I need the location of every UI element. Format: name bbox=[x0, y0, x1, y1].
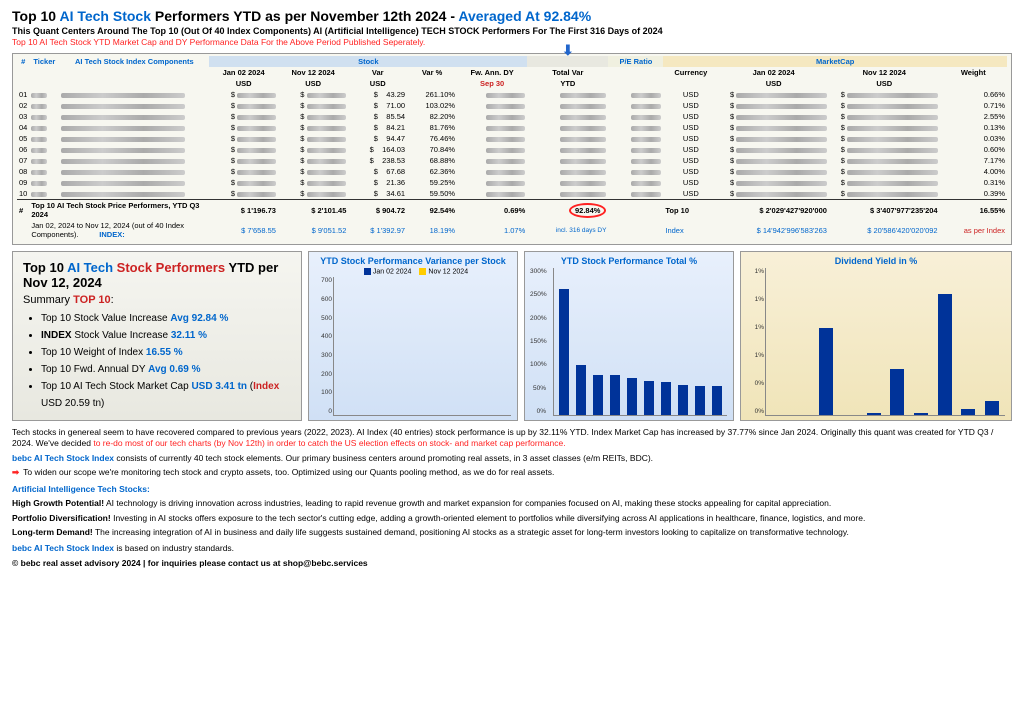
table-row: 02$ $ $ 71.00103.02%USD$ $ 0.71% bbox=[17, 100, 1007, 111]
page-subtitle: This Quant Centers Around The Top 10 (Ou… bbox=[12, 26, 1012, 36]
chart-variance: YTD Stock Performance Variance per Stock… bbox=[308, 251, 518, 421]
table-row: 03$ $ $ 85.5482.20%USD$ $ 2.55% bbox=[17, 111, 1007, 122]
chart-variance-title: YTD Stock Performance Variance per Stock bbox=[315, 256, 511, 266]
table-row: 05$ $ $ 94.4776.46%USD$ $ 0.03% bbox=[17, 133, 1007, 144]
mid-panel-row: Top 10 AI Tech Stock Performers YTD per … bbox=[12, 251, 1012, 421]
red-arrow-icon: ➡ bbox=[12, 467, 19, 478]
table-row: 06$ $ $ 164.0370.84%USD$ $ 0.60% bbox=[17, 144, 1007, 155]
page-title: Top 10 AI Tech Stock Performers YTD as p… bbox=[12, 8, 1012, 24]
summary-item: Top 10 Weight of Index 16.55 % bbox=[41, 344, 291, 361]
summary-item: Top 10 Stock Value Increase Avg 92.84 % bbox=[41, 310, 291, 327]
summary-item: Top 10 Fwd. Annual DY Avg 0.69 % bbox=[41, 361, 291, 378]
chart-dividend-yield: Dividend Yield in % 1%1%1%1%0%0% bbox=[740, 251, 1012, 421]
table-row: 01$ $ $ 43.29261.10%USD$ $ 0.66% bbox=[17, 89, 1007, 100]
page-subtitle-note: Top 10 AI Tech Stock YTD Market Cap and … bbox=[12, 37, 1012, 47]
table-row: 08$ $ $ 67.6862.36%USD$ $ 4.00% bbox=[17, 166, 1007, 177]
data-table-wrap: # Ticker AI Tech Stock Index Components … bbox=[12, 53, 1012, 245]
chart-total-pct-title: YTD Stock Performance Total % bbox=[531, 256, 727, 266]
table-row: 10$ $ $ 34.6159.50%USD$ $ 0.39% bbox=[17, 188, 1007, 200]
chart-dy-title: Dividend Yield in % bbox=[747, 256, 1005, 266]
summary-item: Top 10 AI Tech Stock Market Cap USD 3.41… bbox=[41, 378, 291, 412]
table-row: 07$ $ $ 238.5368.88%USD$ $ 7.17% bbox=[17, 155, 1007, 166]
table-row: 04$ $ $ 84.2181.76%USD$ $ 0.13% bbox=[17, 122, 1007, 133]
summary-box: Top 10 AI Tech Stock Performers YTD per … bbox=[12, 251, 302, 421]
chart-variance-legend: Jan 02 2024 Nov 12 2024 bbox=[315, 268, 511, 275]
table-row: 09$ $ $ 21.3659.25%USD$ $ 0.31% bbox=[17, 177, 1007, 188]
summary-item: INDEX Stock Value Increase 32.11 % bbox=[41, 327, 291, 344]
bottom-text: Tech stocks in genereal seem to have rec… bbox=[12, 427, 1012, 570]
data-table: # Ticker AI Tech Stock Index Components … bbox=[17, 56, 1007, 240]
chart-total-pct: YTD Stock Performance Total % 300%250%20… bbox=[524, 251, 734, 421]
